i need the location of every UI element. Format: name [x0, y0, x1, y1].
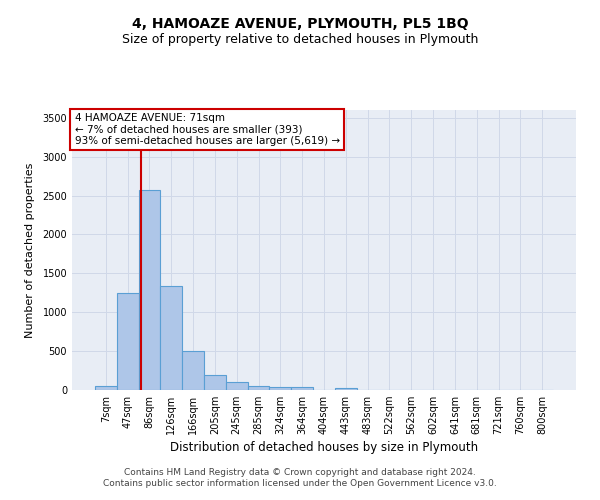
Bar [139, 190, 160, 390]
Y-axis label: Number of detached properties: Number of detached properties [25, 162, 35, 338]
Text: 4 HAMOAZE AVENUE: 71sqm
← 7% of detached houses are smaller (393)
93% of semi-de: 4 HAMOAZE AVENUE: 71sqm ← 7% of detached… [74, 113, 340, 146]
Bar [226, 382, 248, 390]
Bar [160, 286, 182, 390]
Text: 4, HAMOAZE AVENUE, PLYMOUTH, PL5 1BQ: 4, HAMOAZE AVENUE, PLYMOUTH, PL5 1BQ [131, 18, 469, 32]
Bar [95, 386, 117, 390]
X-axis label: Distribution of detached houses by size in Plymouth: Distribution of detached houses by size … [170, 442, 478, 454]
Text: Size of property relative to detached houses in Plymouth: Size of property relative to detached ho… [122, 32, 478, 46]
Bar [335, 388, 357, 390]
Text: Contains HM Land Registry data © Crown copyright and database right 2024.
Contai: Contains HM Land Registry data © Crown c… [103, 468, 497, 487]
Bar [269, 387, 291, 390]
Bar [117, 293, 139, 390]
Bar [248, 386, 269, 390]
Bar [182, 351, 204, 390]
Bar [204, 375, 226, 390]
Bar [291, 388, 313, 390]
